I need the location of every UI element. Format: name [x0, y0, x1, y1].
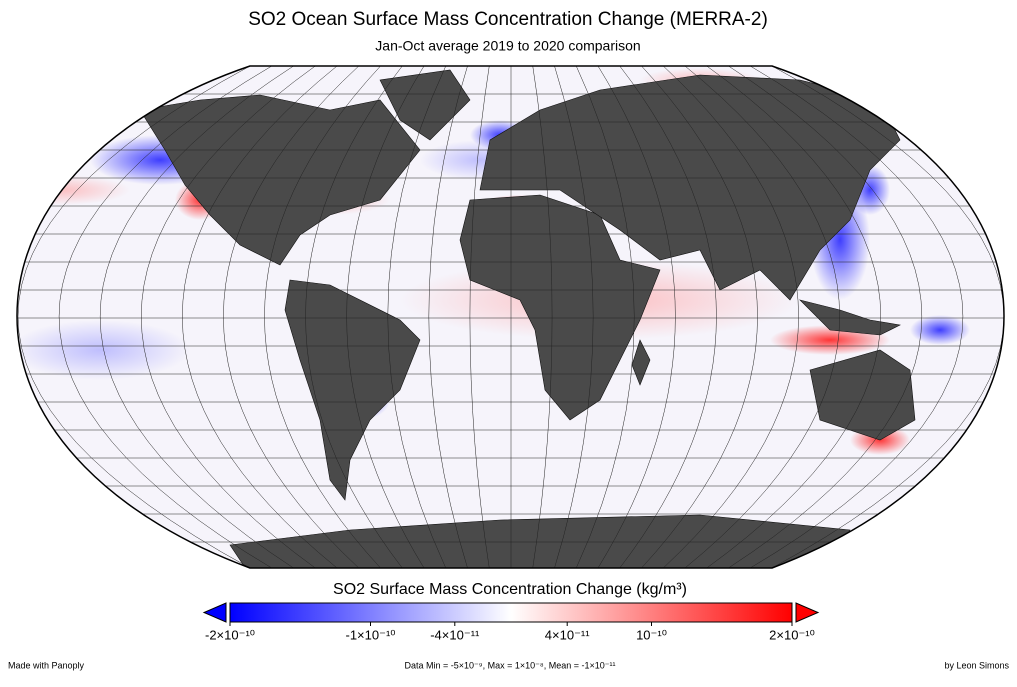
- meridian: [728, 66, 923, 568]
- colorbar-ramp: [229, 602, 793, 623]
- land: [139, 69, 916, 568]
- colorbar-tick-label: 10⁻¹⁰: [636, 627, 667, 642]
- meridian: [663, 66, 799, 568]
- meridian: [182, 66, 338, 568]
- colorbar-tick-label: -2×10⁻¹⁰: [205, 627, 255, 642]
- meridian: [554, 66, 594, 568]
- title: SO2 Ocean Surface Mass Concentration Cha…: [248, 9, 768, 30]
- colorbar-tick-label: -4×10⁻¹¹: [430, 627, 480, 642]
- meridian: [684, 66, 840, 568]
- meridian: [469, 66, 490, 568]
- meridian: [99, 66, 294, 568]
- meridian: [771, 66, 1004, 568]
- colorbar-low-arrow: [202, 602, 227, 623]
- meridian: [141, 66, 316, 568]
- meridian: [641, 66, 758, 568]
- meridian: [619, 66, 717, 568]
- colorbar-tick-label: 2×10⁻¹⁰: [769, 627, 815, 642]
- colorbar-title: SO2 Surface Mass Concentration Change (k…: [333, 581, 687, 598]
- footer-left: Made with Panoply: [8, 660, 85, 670]
- subtitle: Jan-Oct average 2019 to 2020 comparison: [375, 38, 640, 54]
- meridian: [428, 66, 468, 568]
- colorbar-tick-label: 4×10⁻¹¹: [545, 627, 590, 642]
- footer-center: Data Min = -5×10⁻⁹, Max = 1×10⁻⁸, Mean =…: [404, 660, 615, 670]
- meridian: [576, 66, 635, 568]
- map: [17, 66, 1004, 568]
- meridian: [532, 66, 553, 568]
- meridian: [387, 66, 446, 568]
- meridian: [346, 66, 425, 568]
- meridian: [597, 66, 676, 568]
- map-border: [16, 65, 1005, 569]
- meridian: [706, 66, 881, 568]
- colorbar: -2×10⁻¹⁰ -1×10⁻¹⁰ -4×10⁻¹¹ 4×10⁻¹¹ 10⁻¹⁰ 2×10…: [202, 602, 820, 642]
- meridian: [264, 66, 381, 568]
- footer-right: by Leon Simons: [944, 660, 1009, 670]
- colorbar-tick-label: -1×10⁻¹⁰: [345, 627, 395, 642]
- meridian: [17, 66, 251, 568]
- meridian: [223, 66, 359, 568]
- graticule: [17, 66, 1004, 568]
- colorbar-high-arrow: [795, 602, 820, 623]
- meridian: [305, 66, 403, 568]
